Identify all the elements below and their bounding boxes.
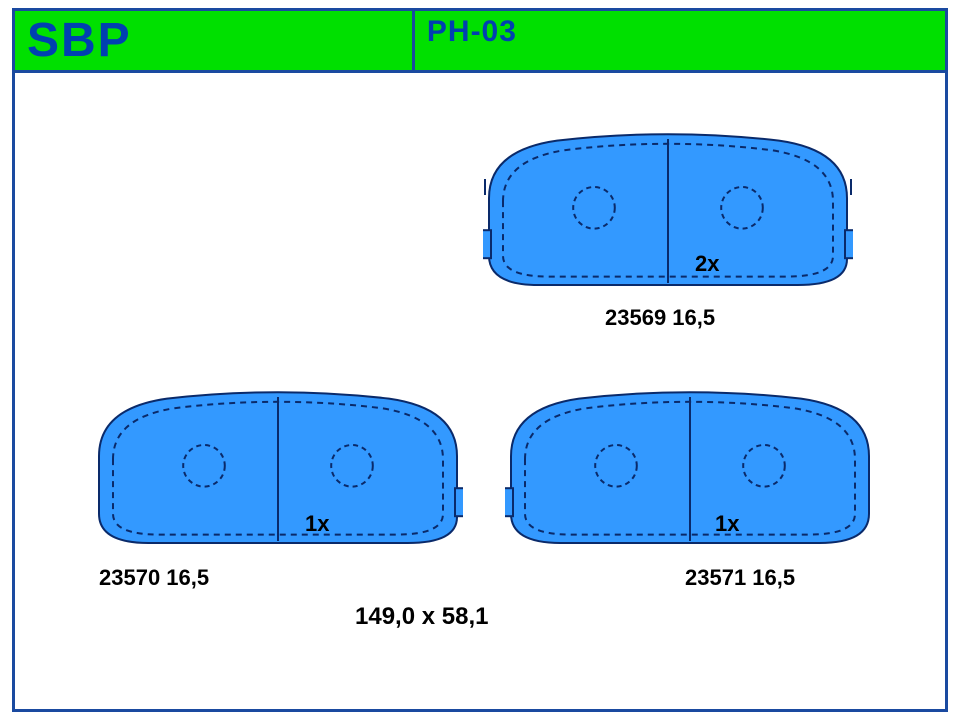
pad-code-label: 23571 16,5: [685, 565, 795, 591]
brand-label: SBP: [27, 13, 132, 68]
header-brand-cell: SBP: [15, 11, 415, 70]
diagram-frame: SBP PH-03 149,0 x 58,1 2x 23569 16,5 1x 235…: [12, 8, 948, 712]
pad-qty-label: 2x: [695, 251, 719, 277]
diagram-body: 149,0 x 58,1 2x 23569 16,5 1x 23570 16,5 1x 2…: [15, 73, 945, 706]
pad-code-label: 23569 16,5: [605, 305, 715, 331]
part-code-label: PH-03: [427, 15, 517, 49]
pad-qty-label: 1x: [305, 511, 329, 537]
brake-pad-icon: [505, 389, 875, 549]
header: SBP PH-03: [15, 11, 945, 73]
brake-pad-icon: [483, 131, 853, 291]
pad-qty-label: 1x: [715, 511, 739, 537]
pad-code-label: 23570 16,5: [99, 565, 209, 591]
dimension-label: 149,0 x 58,1: [355, 603, 488, 631]
brake-pad-icon: [93, 389, 463, 549]
header-code-cell: PH-03: [415, 11, 945, 70]
